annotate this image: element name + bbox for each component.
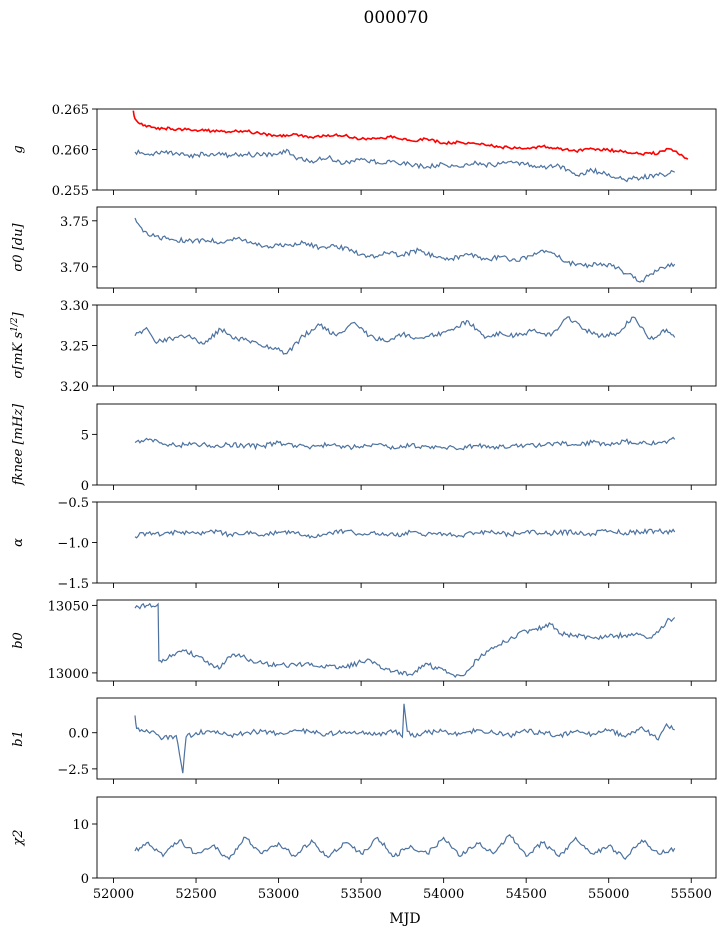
y-tick-label: 0.260 — [52, 144, 89, 159]
panel-4: 0 5 fknee [mHz] — [11, 403, 717, 494]
axes-frame — [96, 599, 717, 682]
series-line-1 — [132, 110, 689, 160]
series-line-1 — [134, 436, 676, 451]
y-axis-label: b0 — [11, 632, 26, 649]
x-tick-label: 52500 — [175, 887, 216, 902]
y-axis-label: σ0 [du] — [11, 223, 26, 272]
y-tick-label: 3.30 — [60, 299, 89, 314]
series-line-1 — [134, 217, 676, 283]
x-tick-label: 52000 — [93, 887, 134, 902]
y-tick-label: −1.5 — [57, 577, 89, 592]
y-axis-label: fknee [mHz] — [11, 403, 26, 486]
panel-6: 13000 13050 b0 — [11, 599, 717, 686]
y-tick-label: 0 — [81, 872, 89, 887]
y-tick-label: 13050 — [48, 599, 89, 614]
series-line-1 — [134, 316, 676, 355]
panel-2: 3.70 3.75 σ0 [du] — [11, 206, 717, 293]
x-tick-label: 54000 — [423, 887, 464, 902]
y-tick-label: 5 — [81, 428, 89, 443]
axes-frame — [96, 501, 717, 584]
y-tick-label: 0.0 — [68, 727, 89, 742]
x-tick-label: 53000 — [258, 887, 299, 902]
axes-frame — [96, 796, 717, 879]
y-tick-label: 0.255 — [52, 184, 89, 199]
y-tick-label: 3.75 — [60, 215, 89, 230]
y-tick-label: 3.20 — [60, 380, 89, 395]
y-axis-label: σ[mK s1/2] — [10, 311, 26, 378]
series-line-1 — [134, 703, 675, 774]
y-tick-label: 0.265 — [52, 103, 89, 118]
y-tick-label: 3.25 — [60, 340, 89, 355]
series-line-1 — [134, 528, 676, 539]
y-tick-label: 13000 — [48, 667, 89, 682]
series-line-2 — [134, 148, 675, 183]
y-axis-label: g — [11, 145, 26, 153]
panel-3: 3.20 3.25 3.30 σ[mK s1/2] — [10, 299, 717, 395]
series-line-1 — [134, 833, 676, 861]
y-tick-label: 10 — [72, 818, 89, 833]
series-line-1 — [134, 602, 676, 678]
y-axis-label: χ2 — [11, 829, 26, 846]
y-tick-label: −0.5 — [57, 496, 89, 511]
panel-1: 0.255 0.260 0.265 g — [11, 103, 717, 199]
x-axis-label: MJD — [389, 911, 420, 927]
panel-7: −2.5 0.0 b1 — [11, 697, 717, 784]
y-axis-label: b1 — [11, 730, 26, 747]
x-tick-label: 55500 — [671, 887, 712, 902]
x-tick-label: 53500 — [340, 887, 381, 902]
panel-5: −1.5 −1.0 −0.5 α — [11, 496, 717, 592]
y-tick-label: −1.0 — [57, 537, 89, 552]
axes-frame — [96, 697, 717, 780]
y-tick-label: 3.70 — [60, 261, 89, 276]
axes-frame — [96, 206, 717, 289]
axes-frame — [96, 108, 717, 191]
y-tick-label: −2.5 — [57, 763, 89, 778]
x-tick-label: 55000 — [588, 887, 629, 902]
figure-title: 000070 — [364, 8, 429, 28]
y-tick-label: 0 — [81, 479, 89, 494]
axes-frame — [96, 403, 717, 486]
axes-frame — [96, 304, 717, 387]
panel-8: 0 10 52000 52500 53000 53500 54000 54500 55000 55… — [11, 796, 717, 902]
x-tick-label: 54500 — [505, 887, 546, 902]
y-axis-label: α — [11, 538, 26, 547]
